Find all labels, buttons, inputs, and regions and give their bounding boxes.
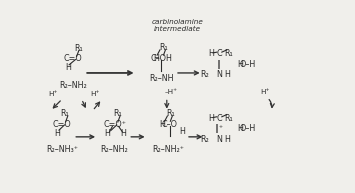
Text: C: C: [216, 49, 222, 58]
Text: H: H: [65, 63, 71, 72]
Text: H: H: [179, 127, 185, 136]
Text: N: N: [216, 70, 222, 79]
Text: H: H: [120, 129, 126, 138]
Text: R₁: R₁: [166, 109, 175, 118]
Text: R₁: R₁: [75, 44, 83, 53]
Text: R₁: R₁: [61, 109, 69, 118]
Text: H: H: [153, 54, 159, 63]
Text: R₂–NH₂: R₂–NH₂: [101, 145, 129, 154]
Text: R₂–NH₃⁺: R₂–NH₃⁺: [46, 145, 78, 154]
Text: O–H: O–H: [240, 124, 256, 133]
Text: R₂–NH₂: R₂–NH₂: [59, 81, 87, 90]
Text: H: H: [54, 129, 60, 138]
Text: C–OH: C–OH: [151, 54, 172, 63]
Text: R₂: R₂: [200, 135, 209, 144]
Text: carbinolamine
intermediate: carbinolamine intermediate: [152, 19, 204, 32]
Text: C–O: C–O: [162, 120, 178, 129]
Text: H: H: [208, 49, 214, 58]
Text: R₁: R₁: [224, 114, 233, 123]
Text: O–H: O–H: [240, 59, 256, 69]
Text: R₂–NH₂⁺: R₂–NH₂⁺: [152, 145, 184, 154]
Text: H⁺: H⁺: [260, 89, 269, 95]
Text: H: H: [237, 59, 243, 69]
Text: H⁺: H⁺: [49, 91, 58, 97]
Text: N: N: [216, 135, 222, 144]
Text: C=O: C=O: [53, 120, 72, 129]
Text: H: H: [160, 120, 166, 129]
Text: R₁: R₁: [160, 43, 168, 52]
Text: R₁: R₁: [224, 49, 233, 58]
Text: H: H: [224, 70, 230, 79]
Text: C: C: [216, 114, 222, 123]
Text: ‖⁺: ‖⁺: [215, 124, 223, 133]
Text: H⁺: H⁺: [91, 91, 100, 97]
Text: R₁: R₁: [113, 109, 122, 118]
Text: H: H: [237, 124, 243, 133]
Text: H: H: [208, 114, 214, 123]
Text: R₂: R₂: [200, 70, 209, 79]
Text: –H⁺: –H⁺: [164, 89, 178, 95]
Text: C=O: C=O: [64, 54, 83, 63]
Text: H: H: [105, 129, 111, 138]
Text: C=O⁺: C=O⁺: [103, 120, 126, 129]
Text: ‖: ‖: [217, 59, 221, 69]
Text: H: H: [224, 135, 230, 144]
Text: R₂–NH: R₂–NH: [149, 74, 174, 83]
